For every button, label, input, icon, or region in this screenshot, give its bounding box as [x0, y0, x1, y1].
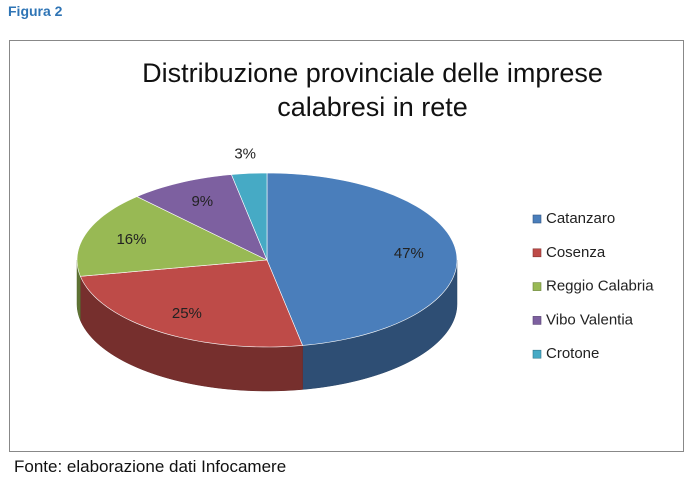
legend-label: Catanzaro	[546, 210, 615, 227]
source-note: Fonte: elaborazione dati Infocamere	[14, 457, 287, 476]
legend-label: Reggio Calabria	[546, 278, 654, 295]
data-label: 47%	[394, 245, 424, 262]
legend-label: Crotone	[546, 345, 599, 362]
figure-label: Figura 2	[8, 3, 63, 19]
pie-slice	[79, 259, 304, 348]
data-label: 16%	[116, 231, 146, 248]
pie-slice	[76, 196, 269, 277]
legend-swatch	[532, 214, 542, 224]
legend-swatch	[532, 248, 542, 258]
data-label: 3%	[234, 145, 256, 162]
pie-slice	[136, 174, 268, 261]
pie-slice	[230, 172, 268, 261]
data-label: 25%	[172, 305, 202, 322]
legend-label: Vibo Valentia	[546, 311, 634, 328]
pie-slice	[266, 172, 458, 346]
legend-swatch	[532, 282, 542, 291]
legend-swatch	[532, 316, 542, 325]
legend-swatch	[532, 349, 542, 359]
data-label: 9%	[191, 193, 213, 210]
chart-title: Distribuzione provinciale delle imprese …	[142, 58, 603, 122]
legend-label: Cosenza	[546, 244, 606, 261]
